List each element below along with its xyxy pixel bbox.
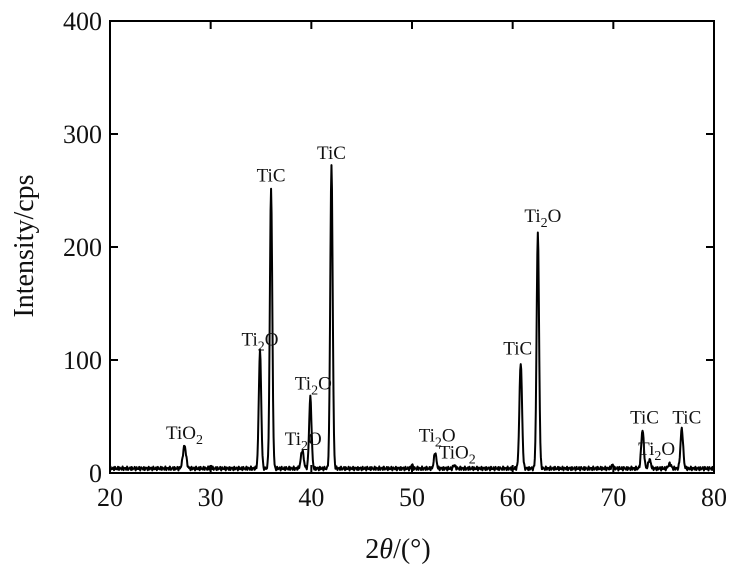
x-tick-label: 50 xyxy=(399,483,425,512)
x-tick-label: 80 xyxy=(701,483,727,512)
x-tick-label: 40 xyxy=(298,483,324,512)
peak-labels: TiO2Ti2OTiCTi2OTi2OTiCTi2OTiO2TiCTi2OTiC… xyxy=(166,143,701,467)
y-tick-label: 100 xyxy=(63,346,102,375)
x-tick-label: 30 xyxy=(198,483,224,512)
peak-label: TiC xyxy=(317,143,346,164)
x-axis-title: 2θ/(°) xyxy=(365,534,430,565)
peak-label: Ti2O xyxy=(638,439,675,464)
peak-label: TiO2 xyxy=(166,423,203,448)
y-tick-label: 300 xyxy=(63,120,102,149)
peak-label: Ti2O xyxy=(295,373,332,398)
x-tick-label: 60 xyxy=(500,483,526,512)
plot-frame xyxy=(109,20,715,474)
y-tick-label: 200 xyxy=(63,233,102,262)
peak-label: Ti2O xyxy=(242,329,279,354)
y-axis-title: Intensity/cps xyxy=(9,174,40,317)
peak-label: TiC xyxy=(257,165,286,186)
axis-ticks xyxy=(109,20,715,474)
y-tick-label: 400 xyxy=(63,7,102,36)
y-tick-label: 0 xyxy=(89,459,102,488)
peak-label: TiC xyxy=(672,407,701,428)
tick-labels: 20 30 40 50 60 70 80 0 100 200 300 400 xyxy=(63,7,727,512)
peak-label: TiO2 xyxy=(439,442,476,467)
xrd-trace xyxy=(109,164,715,472)
plot-border xyxy=(109,20,715,474)
x-tick-label: 20 xyxy=(97,483,123,512)
peak-label: Ti2O xyxy=(285,429,322,454)
x-tick-label: 70 xyxy=(600,483,626,512)
peak-label: Ti2O xyxy=(419,425,456,450)
peak-label: Ti2O xyxy=(524,206,561,231)
peak-label: TiC xyxy=(503,338,532,359)
peak-label: TiC xyxy=(630,407,659,428)
